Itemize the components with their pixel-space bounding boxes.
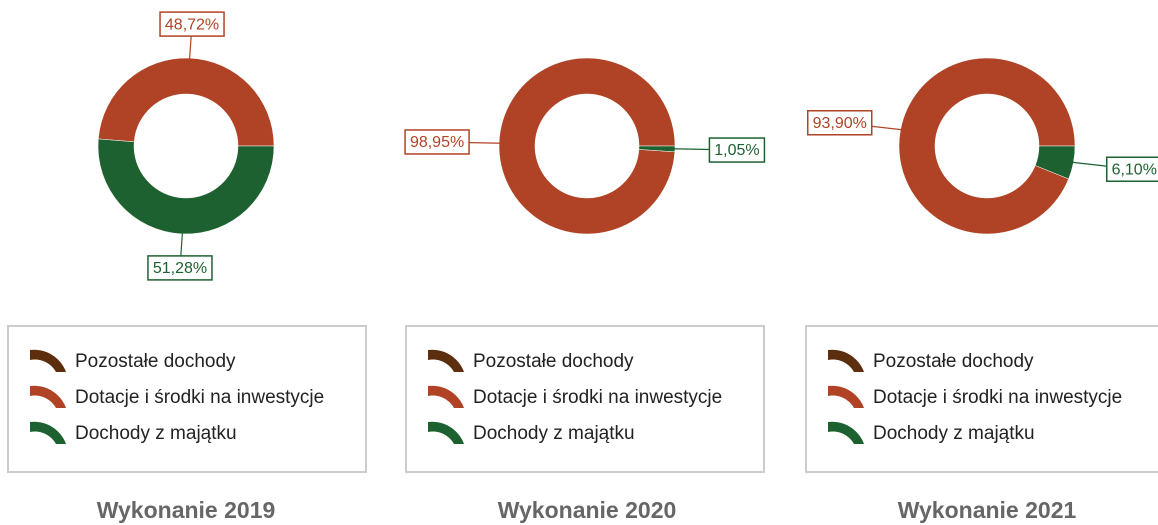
- data-label: 48,72%: [165, 16, 219, 33]
- legend-icon: [828, 385, 864, 408]
- data-label: 51,28%: [153, 260, 207, 277]
- data-label: 98,95%: [410, 134, 464, 151]
- legend-icon: [428, 421, 464, 444]
- legend-icon: [30, 421, 66, 444]
- legend-label: Dotacje i środki na inwestycje: [473, 387, 722, 408]
- legend-icon: [428, 349, 464, 372]
- data-label: 93,90%: [813, 115, 867, 132]
- chart-title: Wykonanie 2020: [498, 497, 677, 523]
- data-label: 6,10%: [1112, 161, 1157, 178]
- donut-segment: [638, 145, 676, 153]
- label-box: [159, 11, 225, 37]
- legend-box: [805, 325, 1158, 473]
- legend-icon: [30, 349, 66, 372]
- legend-label: Pozostałe dochody: [473, 351, 634, 372]
- legend-label: Pozostałe dochody: [75, 351, 236, 372]
- legend-label: Dotacje i środki na inwestycje: [75, 387, 324, 408]
- chart-title: Wykonanie 2021: [898, 497, 1077, 523]
- data-label: 1,05%: [714, 142, 759, 159]
- legend-box: [405, 325, 765, 473]
- label-box: [147, 255, 213, 281]
- donut-segment: [1034, 145, 1076, 180]
- legend-label: Pozostałe dochody: [873, 351, 1034, 372]
- donut-segment: [498, 57, 676, 235]
- legend-icon: [428, 385, 464, 408]
- donut-segment: [97, 138, 275, 235]
- label-box: [1106, 156, 1158, 182]
- label-box: [404, 129, 470, 155]
- legend-icon: [828, 421, 864, 444]
- legend-label: Dochody z majątku: [75, 423, 237, 444]
- legend-label: Dochody z majątku: [873, 423, 1035, 444]
- legend-label: Dochody z majątku: [473, 423, 635, 444]
- donut-segment: [98, 57, 275, 147]
- label-box: [806, 110, 873, 136]
- label-box: [708, 137, 766, 163]
- donut-segment: [898, 57, 1076, 235]
- legend-box: [7, 325, 367, 473]
- legend-icon: [30, 385, 66, 408]
- legend-label: Dotacje i środki na inwestycje: [873, 387, 1122, 408]
- legend-icon: [828, 349, 864, 372]
- chart-title: Wykonanie 2019: [97, 497, 276, 523]
